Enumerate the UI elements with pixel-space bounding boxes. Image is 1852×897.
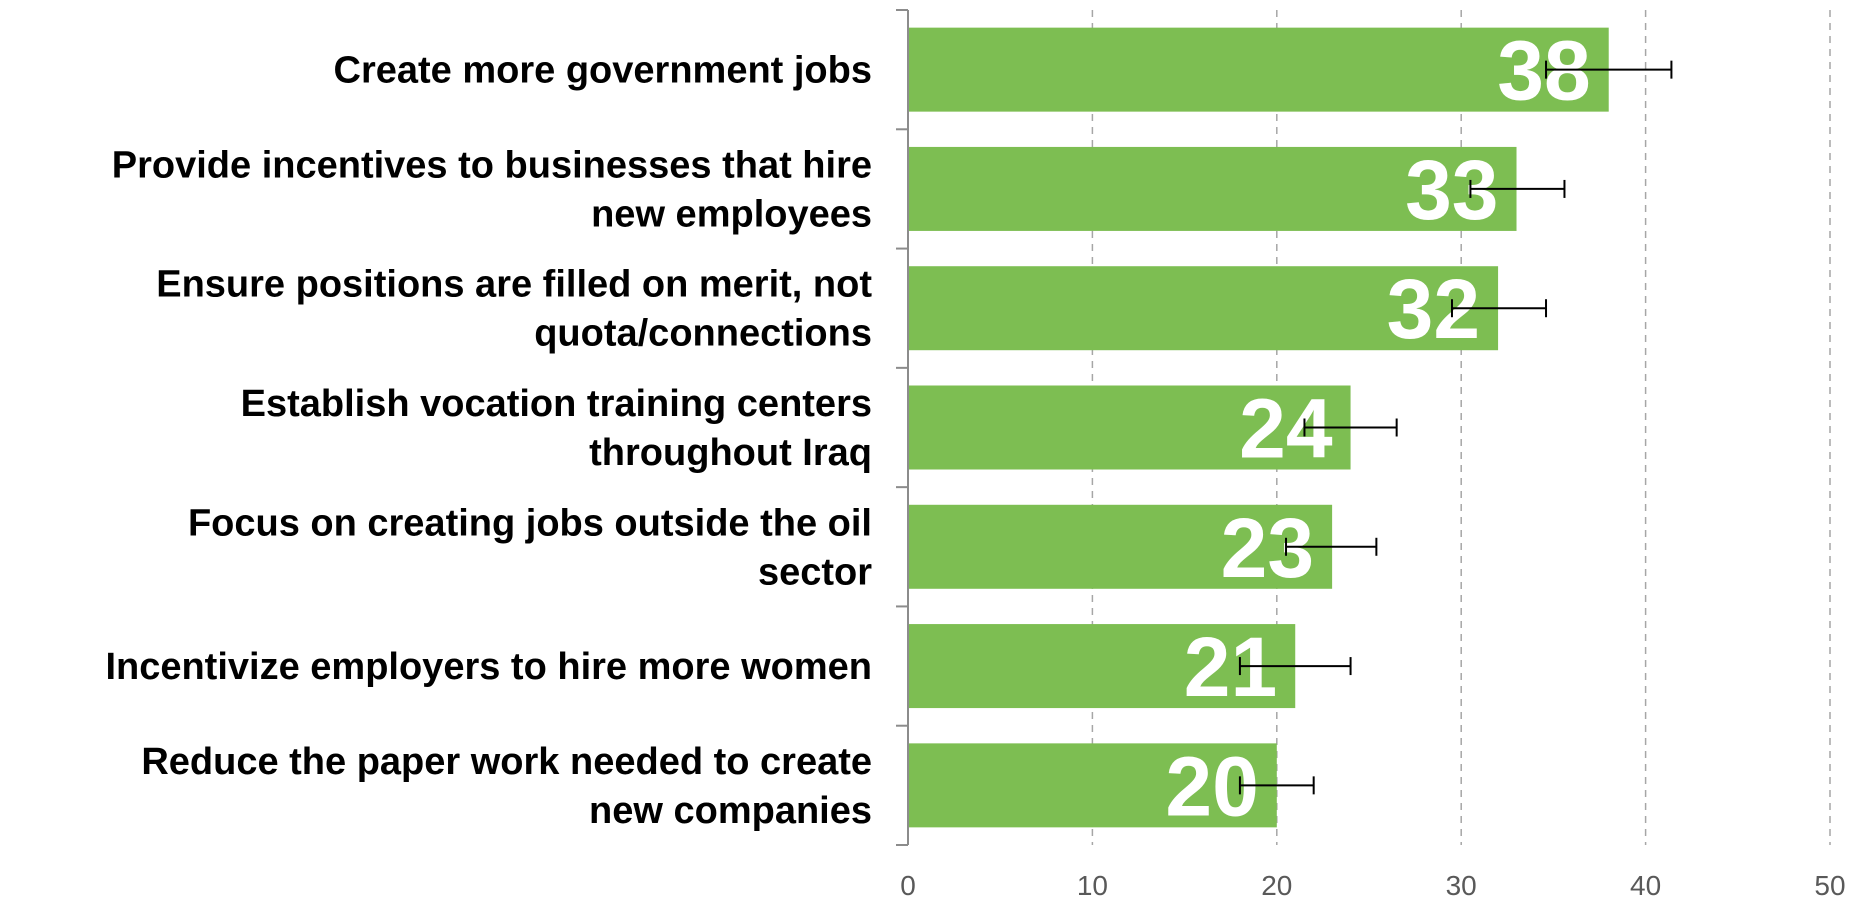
category-label-6-line-1: new companies bbox=[589, 790, 872, 832]
x-tick-label-20: 20 bbox=[1261, 870, 1292, 897]
category-label-3-line-1: throughout Iraq bbox=[589, 432, 872, 474]
category-label-6-line-0: Reduce the paper work needed to create bbox=[141, 741, 872, 783]
error-bars bbox=[1238, 60, 1673, 795]
category-label-2-line-1: quota/connections bbox=[534, 313, 872, 355]
error-bar-6 bbox=[1238, 776, 1315, 795]
error-bar-3 bbox=[1303, 418, 1398, 437]
category-label-0-line-0: Create more government jobs bbox=[334, 50, 872, 92]
x-tick-label-10: 10 bbox=[1077, 870, 1108, 897]
category-label-4-line-1: sector bbox=[758, 551, 872, 593]
category-label-1-line-0: Provide incentives to businesses that hi… bbox=[112, 144, 872, 186]
axes: 0 10 20 30 40 50 bbox=[896, 9, 1846, 897]
x-tick-label-0: 0 bbox=[900, 870, 916, 897]
x-tick-label-50: 50 bbox=[1814, 870, 1845, 897]
bar-5 bbox=[908, 624, 1296, 709]
category-label-3-line-0: Establish vocation training centers bbox=[241, 383, 872, 425]
category-label-5-line-0: Incentivize employers to hire more women bbox=[105, 646, 872, 688]
error-bar-4 bbox=[1285, 537, 1378, 556]
category-label-4-line-0: Focus on creating jobs outside the oil bbox=[188, 502, 872, 544]
error-bar-5 bbox=[1238, 657, 1352, 676]
category-label-1-line-1: new employees bbox=[591, 193, 872, 235]
category-labels: Create more government jobs Provide incen… bbox=[105, 50, 872, 832]
category-label-2-line-0: Ensure positions are filled on merit, no… bbox=[156, 264, 872, 306]
bar-2 bbox=[908, 266, 1499, 351]
x-tick-label-40: 40 bbox=[1630, 870, 1661, 897]
x-tick-label-30: 30 bbox=[1446, 870, 1477, 897]
bar-4 bbox=[908, 504, 1333, 589]
bar-1 bbox=[908, 146, 1517, 231]
bar-0 bbox=[908, 27, 1609, 112]
error-bar-2 bbox=[1450, 299, 1548, 318]
error-bar-0 bbox=[1545, 60, 1673, 79]
bar-3 bbox=[908, 385, 1351, 470]
bars bbox=[908, 27, 1609, 828]
bar-6 bbox=[908, 743, 1277, 828]
error-bar-1 bbox=[1469, 179, 1566, 198]
